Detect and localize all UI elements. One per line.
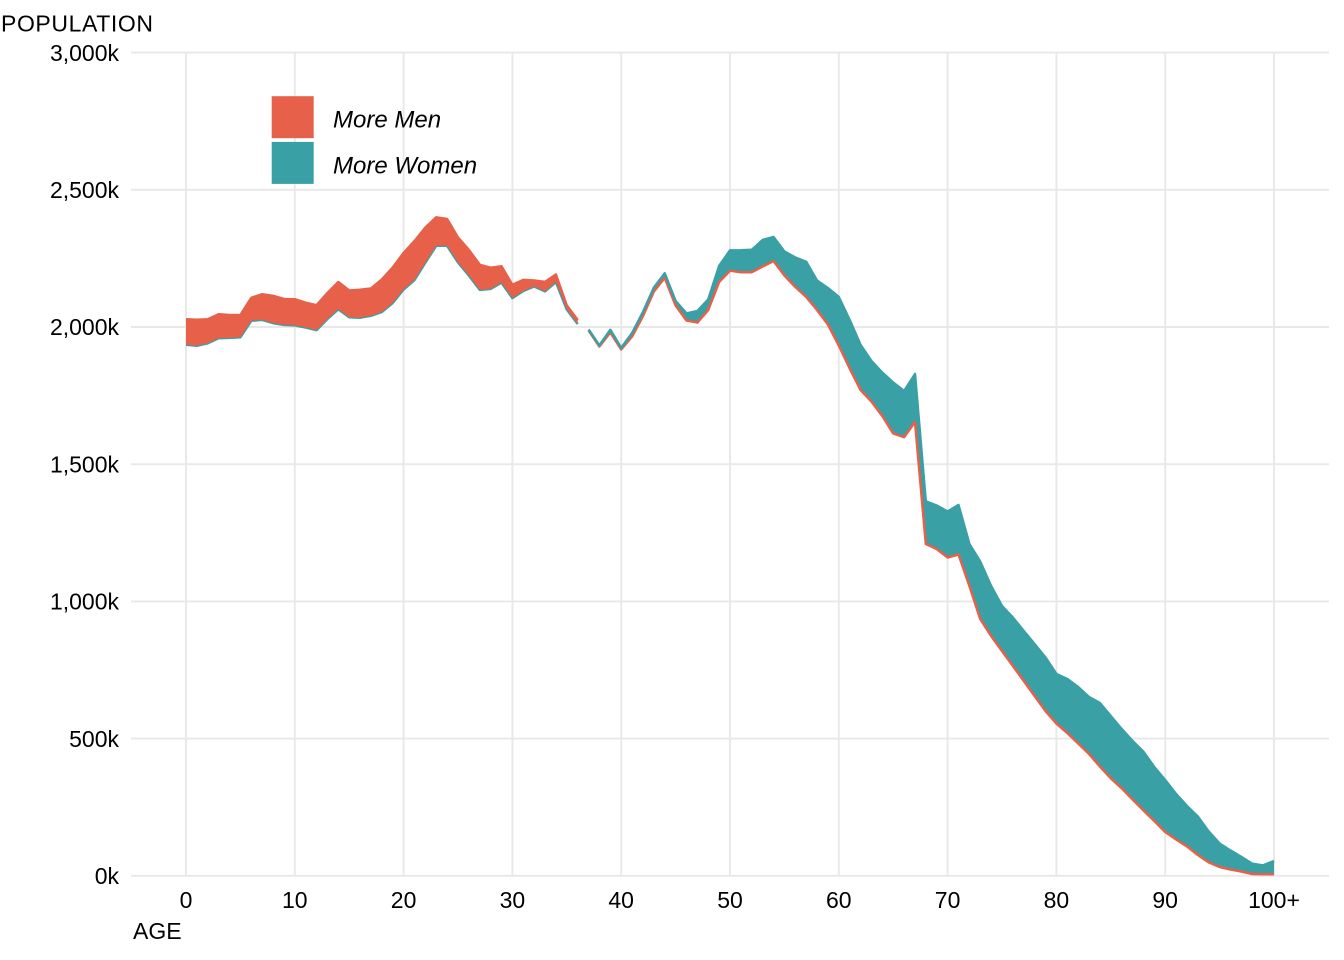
svg-text:2,000k: 2,000k bbox=[50, 314, 120, 340]
svg-text:30: 30 bbox=[500, 887, 526, 913]
svg-text:AGE: AGE bbox=[133, 918, 182, 944]
svg-text:POPULATION: POPULATION bbox=[1, 11, 154, 37]
svg-text:40: 40 bbox=[608, 887, 634, 913]
svg-text:10: 10 bbox=[282, 887, 308, 913]
svg-text:80: 80 bbox=[1044, 887, 1070, 913]
svg-text:50: 50 bbox=[717, 887, 743, 913]
svg-text:0: 0 bbox=[180, 887, 193, 913]
svg-text:More Women: More Women bbox=[333, 153, 477, 180]
svg-text:90: 90 bbox=[1152, 887, 1178, 913]
svg-text:500k: 500k bbox=[69, 726, 119, 752]
svg-text:60: 60 bbox=[826, 887, 852, 913]
svg-text:1,500k: 1,500k bbox=[50, 451, 120, 477]
svg-text:1,000k: 1,000k bbox=[50, 589, 120, 615]
svg-text:0k: 0k bbox=[95, 863, 120, 889]
svg-text:70: 70 bbox=[935, 887, 961, 913]
svg-text:More Men: More Men bbox=[333, 107, 441, 134]
svg-text:20: 20 bbox=[391, 887, 417, 913]
svg-text:2,500k: 2,500k bbox=[50, 177, 120, 203]
svg-text:100+: 100+ bbox=[1248, 887, 1300, 913]
svg-text:3,000k: 3,000k bbox=[50, 40, 120, 66]
